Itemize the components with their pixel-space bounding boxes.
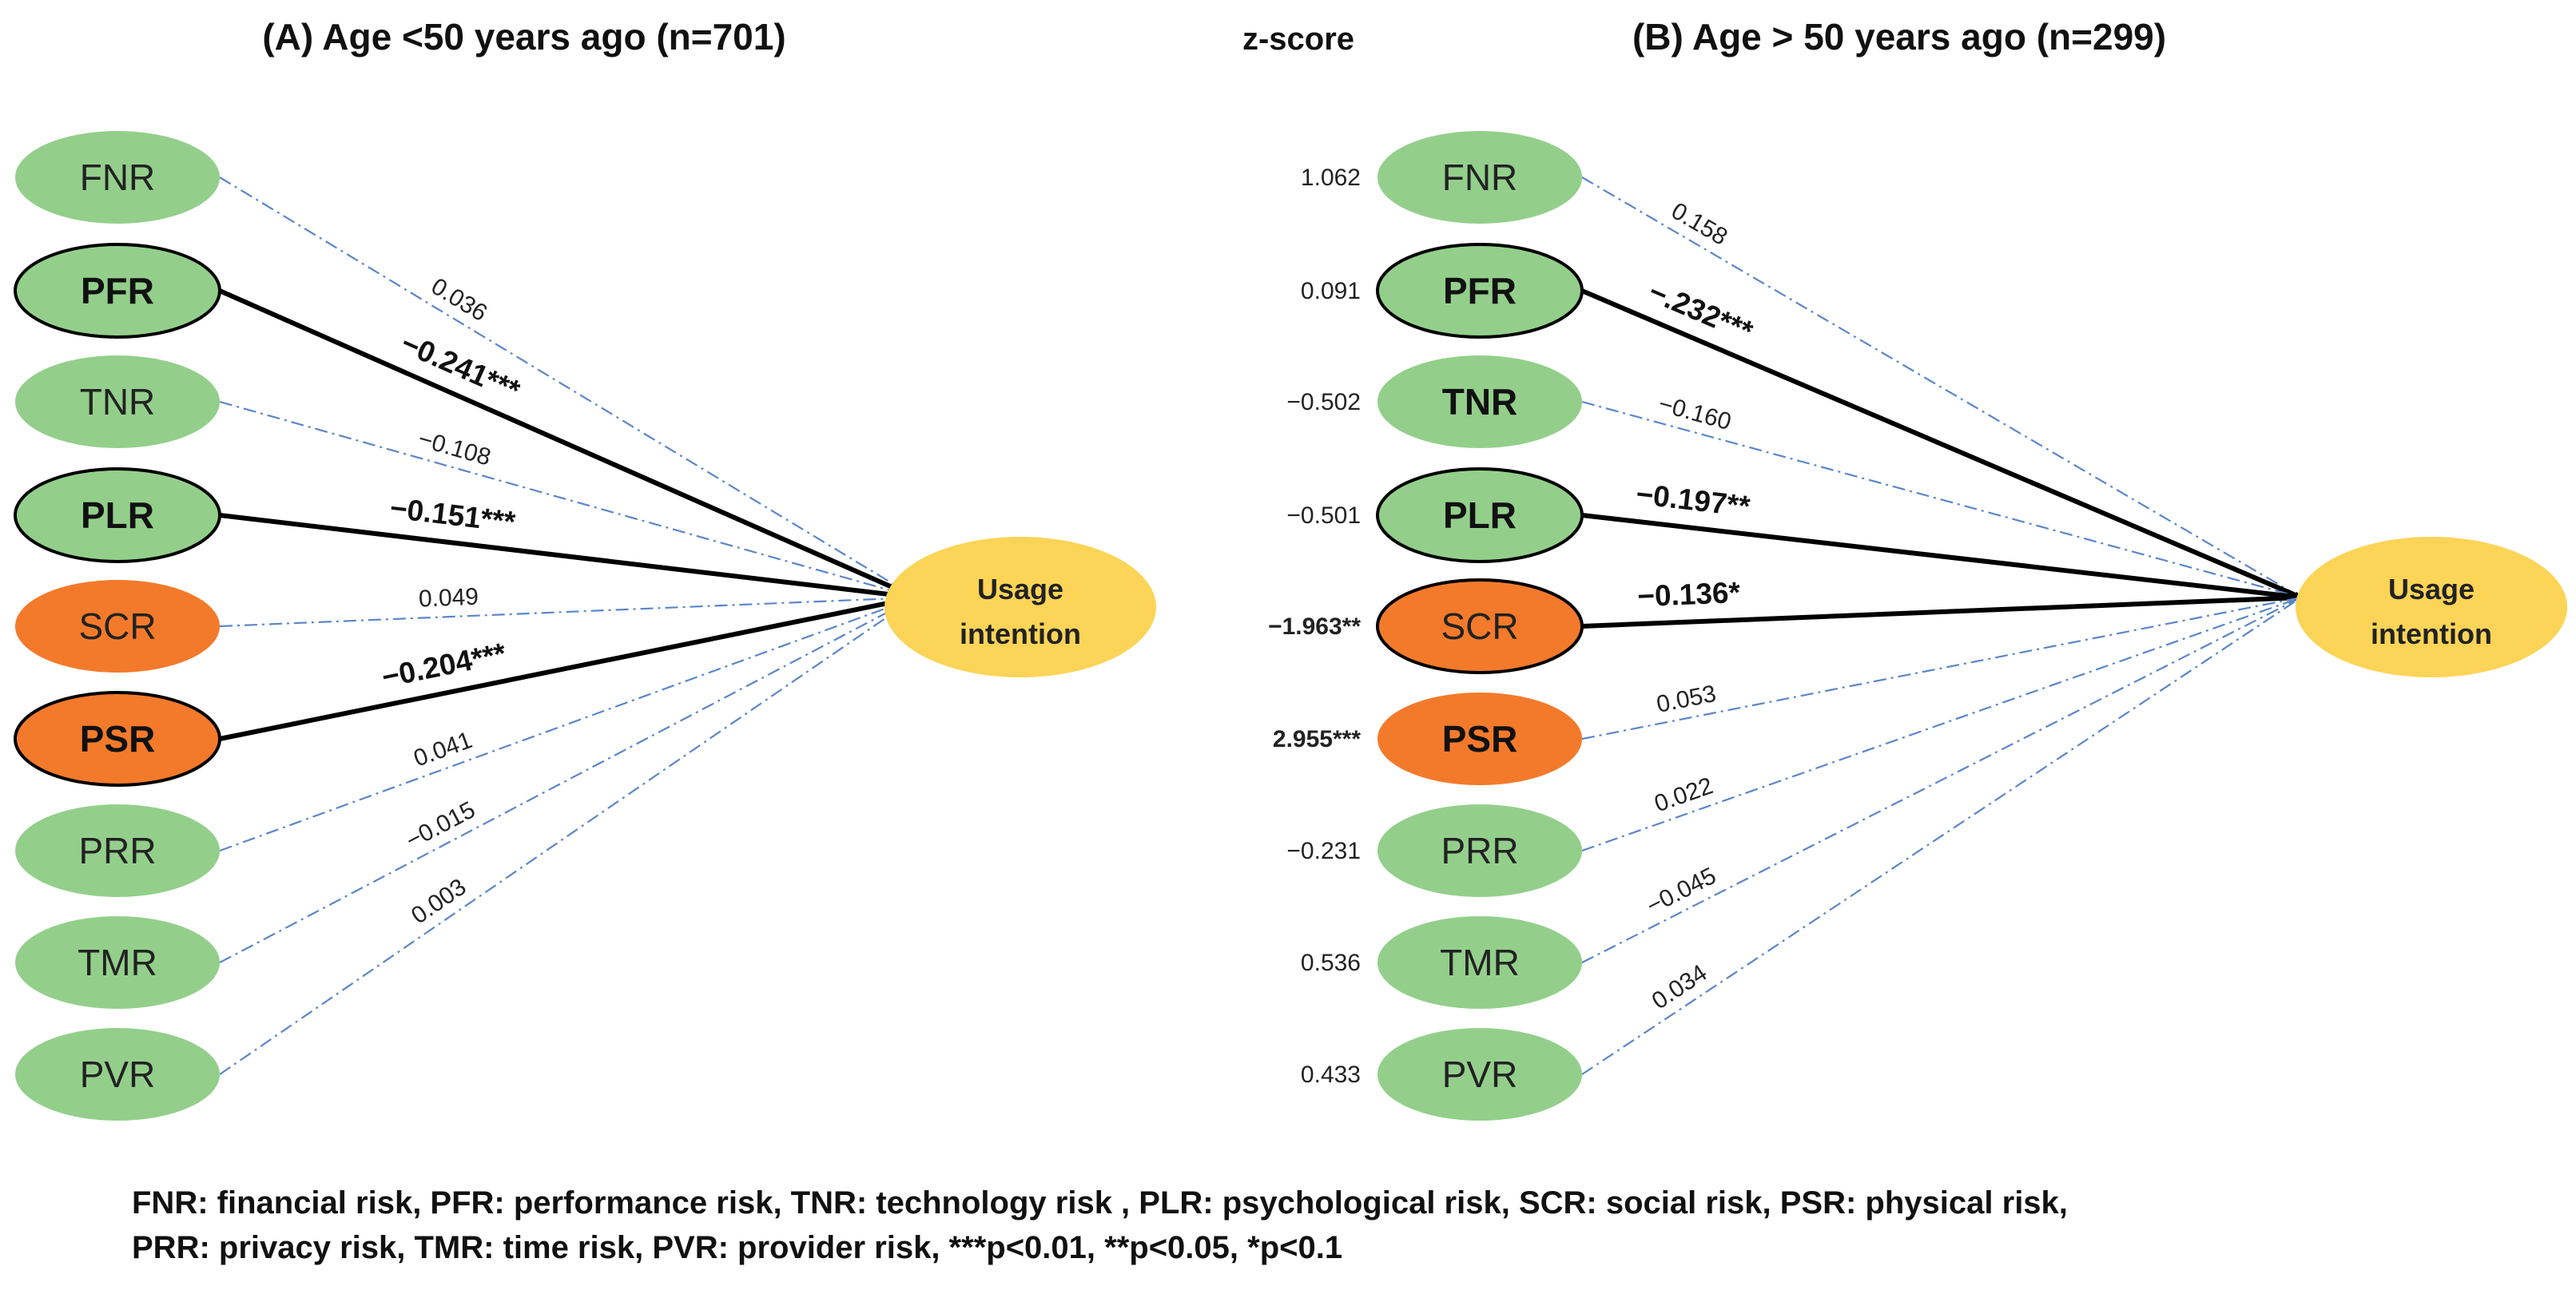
panel-b-pfr-node [1376,243,1584,339]
panel-b-prr-z-score: −0.231 [1286,838,1361,864]
panel-b-scr-node [1376,578,1584,674]
panel-a-target-label-line1: Usage [977,573,1063,605]
panel-b-scr-path [1581,593,2302,629]
panel-a-tmr-path [219,597,916,963]
panel-b-fnr-node [1377,131,1582,224]
panel-b-psr-z-score: 2.955*** [1273,726,1361,752]
panel-b-plr-label: PLR [1443,494,1517,536]
panel-b-scr-label: SCR [1441,605,1518,647]
panel-a-plr-label: PLR [81,494,154,536]
panel-b-tmr-label: TMR [1440,942,1520,983]
panel-a-pvr-coefficient: 0.003 [407,874,471,930]
panel-a-target-label-line2: intention [960,617,1081,650]
panel-b-tmr-path [1581,597,2302,963]
panel-b-fnr-label: FNR [1442,157,1518,198]
panel-a-psr-node [14,691,221,787]
panel-b-psr-path [1581,596,2302,740]
panel-a-scr-label: SCR [78,605,156,647]
panel-a-prr-coefficient: 0.041 [410,727,475,772]
panel-a-psr-path [219,595,916,741]
panel-b-prr-node [1377,804,1582,897]
panel-b-scr-coefficient: −0.136* [1637,576,1742,613]
panel-b-pvr-coefficient: 0.034 [1648,959,1712,1014]
abbreviation-legend: FNR: financial risk, PFR: performance ri… [132,1181,2489,1270]
panel-a-plr-node [14,467,221,563]
panel-a-fnr-node [15,131,220,224]
panel-a-psr-label: PSR [80,718,156,760]
panel-b-tnr-path [1581,400,2302,599]
panel-a-pfr-node [14,243,221,339]
panel-b-pvr-path [1581,597,2302,1075]
panel-a-prr-label: PRR [78,830,156,871]
panel-b-prr-path [1581,596,2302,852]
path-diagram: z-score (A) Age <50 years ago (n=701) Usag… [14,16,2567,1121]
panel-a-pfr-label: PFR [81,270,154,312]
z-score-header: z-score [1242,22,1354,57]
panel-a-pvr-label: PVR [80,1054,156,1095]
panel-b-tnr-label: TNR [1442,381,1518,423]
panel-b-tmr-z-score: 0.536 [1301,950,1361,976]
panel-b-plr-coefficient: −0.197** [1635,478,1752,523]
panel-b-fnr-path [1581,177,2302,598]
panel-b-tmr-coefficient: −0.045 [1643,863,1721,919]
panel-b-plr-path [1581,513,2302,601]
panel-a-tnr-node [15,355,220,448]
panel-a-tmr-node [15,916,220,1009]
panel-b-target-label-line1: Usage [2388,573,2475,605]
panel-b-target-node [2296,537,2567,677]
panel-a-pvr-path [219,597,916,1075]
panel-a-fnr-path [219,177,916,598]
panel-a-scr-path [219,596,916,628]
panel-b-pvr-label: PVR [1442,1054,1518,1095]
panel-a-fnr-label: FNR [80,157,156,198]
panel-b-pvr-node [1377,1028,1582,1121]
panel-a-tnr-coefficient: −0.108 [415,426,494,471]
panel-a-scr-coefficient: 0.049 [418,584,479,613]
panel-a-target-node [885,537,1156,677]
panel-b-pfr-coefficient: −.232*** [1644,275,1758,348]
panel-a-pvr-node [15,1028,220,1121]
panel-b-scr-z-score: −1.963** [1268,613,1361,640]
panel-a-tnr-path [219,400,916,599]
panel-b-pvr-z-score: 0.433 [1301,1062,1361,1088]
panel-b-fnr-z-score: 1.062 [1301,165,1361,191]
panel-a-pfr-path [218,288,917,600]
panel-a-fnr-coefficient: 0.036 [427,273,491,327]
panel-a-title: (A) Age <50 years ago (n=701) [262,16,785,58]
panel-b-title: (B) Age > 50 years ago (n=299) [1632,16,2166,58]
panel-a-scr-node [15,580,220,673]
panel-b-prr-coefficient: 0.022 [1651,772,1716,817]
panel-b-pfr-label: PFR [1443,270,1517,312]
panel-a-tmr-label: TMR [78,942,157,983]
panel-b-pfr-z-score: 0.091 [1301,278,1361,304]
panel-a-prr-node [15,804,220,897]
panel-b-psr-label: PSR [1442,718,1518,760]
panel-b-tnr-coefficient: −0.160 [1656,391,1734,435]
panel-b-plr-z-score: −0.501 [1286,502,1361,529]
panel-a-plr-coefficient: −0.151*** [388,491,518,538]
legend-line-2: PRR: privacy risk, TMR: time risk, PVR: … [132,1230,1343,1265]
panel-b-prr-label: PRR [1441,830,1518,871]
panel-a-tmr-coefficient: −0.015 [402,796,479,854]
panel-b-pfr-path [1580,288,2303,600]
panel-a-prr-path [219,596,916,852]
legend-line-1: FNR: financial risk, PFR: performance ri… [132,1185,2068,1221]
panel-b-tnr-z-score: −0.502 [1286,389,1361,415]
panel-b-target-label-line2: intention [2371,617,2492,650]
panel-b-tmr-node [1377,916,1582,1009]
panel-a-tnr-label: TNR [80,381,156,423]
panel-b-psr-node [1377,693,1582,785]
panel-b-psr-coefficient: 0.053 [1654,681,1718,718]
panel-b-plr-node [1376,467,1584,563]
panel-b-tnr-node [1377,355,1582,448]
panel-a-plr-path [219,513,916,601]
panel-b-fnr-coefficient: 0.158 [1667,197,1731,250]
